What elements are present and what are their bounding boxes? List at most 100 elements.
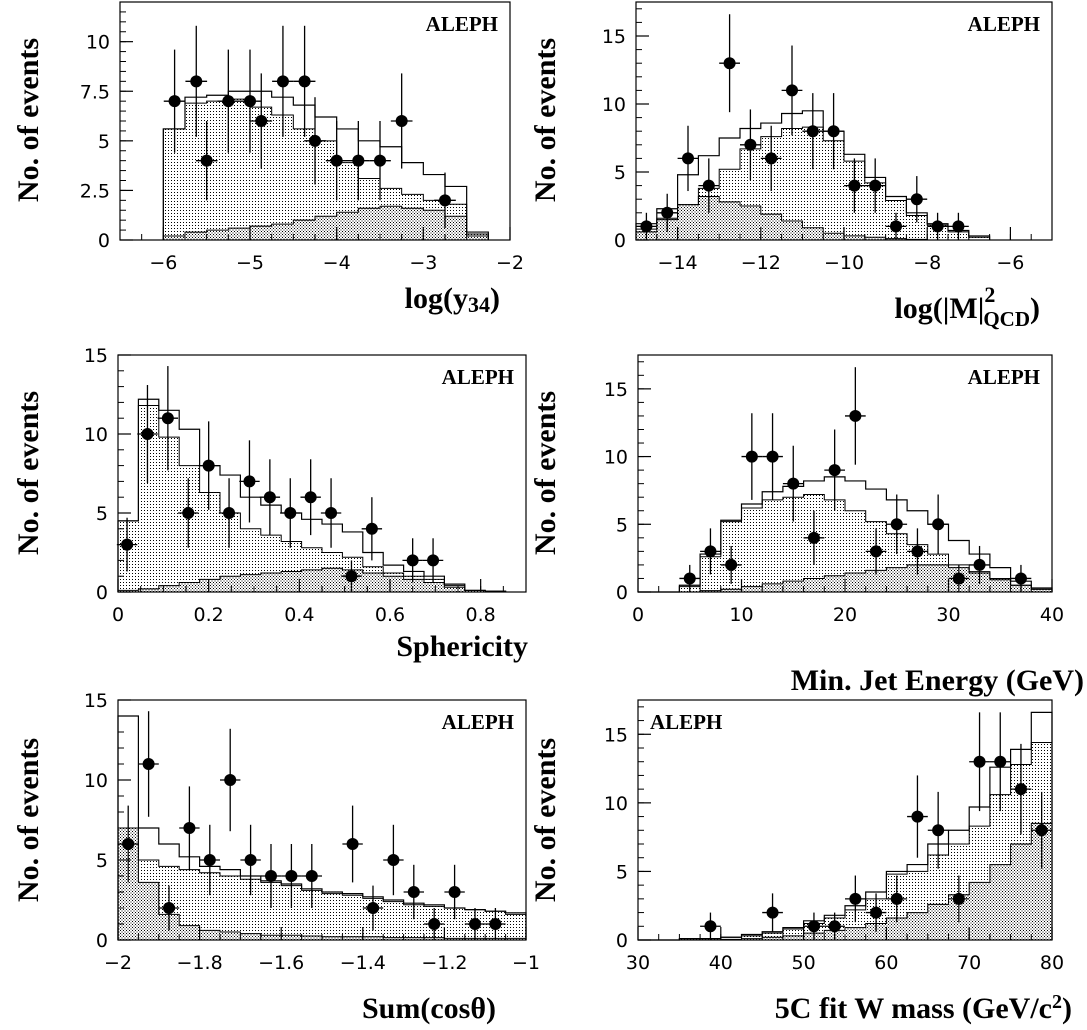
data-point — [700, 528, 721, 575]
data-marker — [766, 906, 779, 919]
data-marker — [298, 75, 311, 88]
data-point — [679, 564, 701, 592]
data-marker — [766, 450, 779, 463]
data-point — [948, 875, 970, 923]
data-marker — [661, 206, 674, 219]
data-point — [138, 711, 159, 817]
data-marker — [309, 134, 321, 147]
y-tick-label: 5 — [96, 850, 108, 872]
y-axis-title: No. of events — [529, 38, 562, 202]
data-marker — [161, 412, 174, 425]
x-tick-label: −1.8 — [177, 952, 223, 974]
data-marker — [787, 477, 800, 490]
panel-p4: 0 10 20 30 40 0 5 10 15 ALEPH No. of events Min. Je… — [529, 354, 1084, 697]
data-point — [844, 158, 865, 213]
data-point — [259, 459, 281, 536]
data-marker — [263, 491, 276, 504]
y-tick-label: 0 — [616, 930, 628, 952]
data-point — [444, 864, 465, 920]
data-point — [185, 25, 208, 137]
data-marker — [952, 572, 965, 585]
x-axis-title: Sphericity — [396, 630, 528, 663]
y-tick-label: 10 — [84, 770, 108, 792]
x-axis-title-tail: ) — [490, 282, 500, 315]
data-marker — [723, 57, 736, 70]
y-axis-title: No. of events — [12, 391, 45, 555]
data-marker — [869, 179, 882, 192]
data-marker — [911, 545, 924, 558]
data-point — [422, 538, 444, 583]
y-tick-label: 5 — [96, 503, 108, 525]
x-axis-title-sup: 2 — [1052, 991, 1062, 1013]
x-tick-label: 0.4 — [284, 604, 314, 626]
y-tick-label: 0 — [98, 230, 110, 252]
data-marker — [367, 902, 379, 914]
data-point — [762, 893, 783, 932]
x-axis-title-main: Min. Jet Energy (GeV) — [791, 664, 1084, 697]
hist-bottom-fill — [635, 195, 990, 241]
x-tick-label: −1.6 — [258, 952, 304, 974]
panel-p6: 30 40 50 60 70 80 0 5 10 15 ALEPH No. of events 5C f… — [529, 699, 1072, 1025]
data-marker — [255, 115, 268, 127]
x-tick-label: 50 — [792, 952, 816, 974]
x-tick-label: −1.4 — [340, 952, 386, 974]
data-marker — [469, 918, 481, 930]
x-axis-title-main: Sum(cosθ) — [362, 992, 496, 1025]
data-point — [280, 478, 301, 548]
x-tick-label: −14 — [658, 252, 698, 274]
y-tick-label: 5 — [614, 162, 626, 184]
hist-total-line — [638, 476, 1053, 593]
x-tick-label: 0.8 — [466, 604, 496, 626]
data-marker — [890, 220, 902, 233]
y-axis-title: No. of events — [529, 738, 562, 902]
data-marker — [683, 572, 696, 585]
y-tick-label: 0 — [614, 230, 626, 252]
data-point — [762, 413, 783, 500]
data-point — [163, 49, 186, 153]
data-point — [342, 805, 363, 883]
data-point — [927, 791, 949, 869]
data-marker — [346, 838, 359, 850]
data-marker — [407, 886, 420, 898]
x-tick-label: 40 — [709, 952, 733, 974]
y-axis-title: No. of events — [529, 391, 562, 555]
data-marker — [765, 152, 778, 165]
experiment-label: ALEPH — [650, 710, 722, 734]
data-marker — [807, 531, 820, 544]
data-marker — [828, 920, 841, 933]
data-point — [803, 510, 825, 565]
x-tick-label: −1 — [512, 952, 540, 974]
data-point — [325, 121, 348, 201]
data-point — [720, 545, 742, 584]
y-tick-label: 10 — [86, 32, 110, 54]
data-point — [927, 494, 949, 555]
data-point — [198, 421, 219, 510]
data-marker — [786, 84, 798, 97]
data-marker — [848, 179, 861, 192]
data-point — [383, 824, 404, 896]
x-tick-label: 0 — [632, 604, 644, 626]
data-point — [240, 824, 261, 896]
data-point — [218, 478, 240, 548]
x-tick-label: 40 — [1040, 604, 1064, 626]
hist-bottom-fill — [117, 567, 507, 593]
x-tick-label: −2 — [104, 952, 132, 974]
hist-middle-fill — [117, 405, 507, 593]
x-axis-title: log(y34) — [405, 282, 500, 317]
data-marker — [439, 194, 451, 207]
data-point — [220, 728, 241, 832]
data-point — [179, 786, 200, 870]
data-point — [760, 125, 782, 192]
panel-p3: 0 0.2 0.4 0.6 0.8 0 5 10 15 ALEPH No. of events Sph… — [12, 345, 528, 663]
data-point — [907, 775, 928, 858]
data-point — [802, 93, 824, 170]
data-marker — [932, 824, 945, 837]
data-marker — [222, 95, 235, 108]
data-marker — [121, 538, 134, 551]
data-point — [137, 385, 158, 483]
data-point — [1010, 743, 1032, 835]
data-point — [719, 14, 740, 113]
data-marker — [911, 810, 924, 823]
data-marker — [427, 554, 440, 567]
x-axis-title-sub: QCD — [983, 307, 1030, 331]
